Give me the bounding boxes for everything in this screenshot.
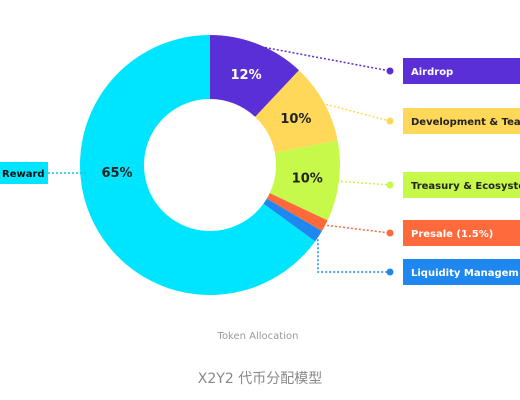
legend-box-development-tea [403,108,520,134]
pct-label-airdrop: 12% [231,68,262,83]
chart-title: Token Allocation [217,331,299,342]
slice-airdrop [210,35,299,117]
connector-airdrop [256,45,391,72]
connector-dot-development-tea [386,117,394,125]
pct-label-development-tea: 10% [280,112,311,127]
connector-liquidity-managem [316,235,390,273]
slice-development-tea [255,70,338,153]
caption: X2Y2 代币分配模型 [198,371,322,387]
legend-box-airdrop [403,58,520,84]
legend-connectors [48,45,394,276]
legend-label-reward: Reward [2,169,45,180]
legend-box-presale-1-5 [403,220,520,246]
pct-label-treasury-ecosyste: 10% [292,171,323,186]
connector-treasury-ecosyste [336,180,391,186]
legend-label-liquidity-managem: Liquidity Managem [411,268,519,279]
slice-presale-1-5 [266,193,328,232]
legend-box-treasury-ecosyste [403,172,520,198]
legend-label-development-tea: Development & Tea [411,117,520,128]
legend-label-treasury-ecosyste: Treasury & Ecosyste [411,181,520,192]
legend-box-reward [0,162,48,184]
legend-box-liquidity-managem [403,259,520,285]
pct-label-reward: 65% [101,166,132,181]
connector-development-tea [321,102,391,122]
donut-slices [79,35,340,295]
slice-reward [79,35,316,295]
connector-presale-1-5 [323,224,391,234]
legend: Airdrop Development & Tea Treasury & Ecosy… [0,58,520,285]
connector-dot-airdrop [386,67,394,75]
legend-label-airdrop: Airdrop [411,67,453,78]
percentage-labels: 12% 10% 10% 65% [101,68,322,186]
connector-dot-treasury-ecosyste [386,181,394,189]
connector-dot-presale-1-5 [386,229,394,237]
connector-dot-liquidity-managem [386,268,394,276]
slice-treasury-ecosyste [269,140,340,221]
slice-liquidity-managem [263,198,322,242]
legend-label-presale-1-5: Presale (1.5%) [411,229,493,240]
